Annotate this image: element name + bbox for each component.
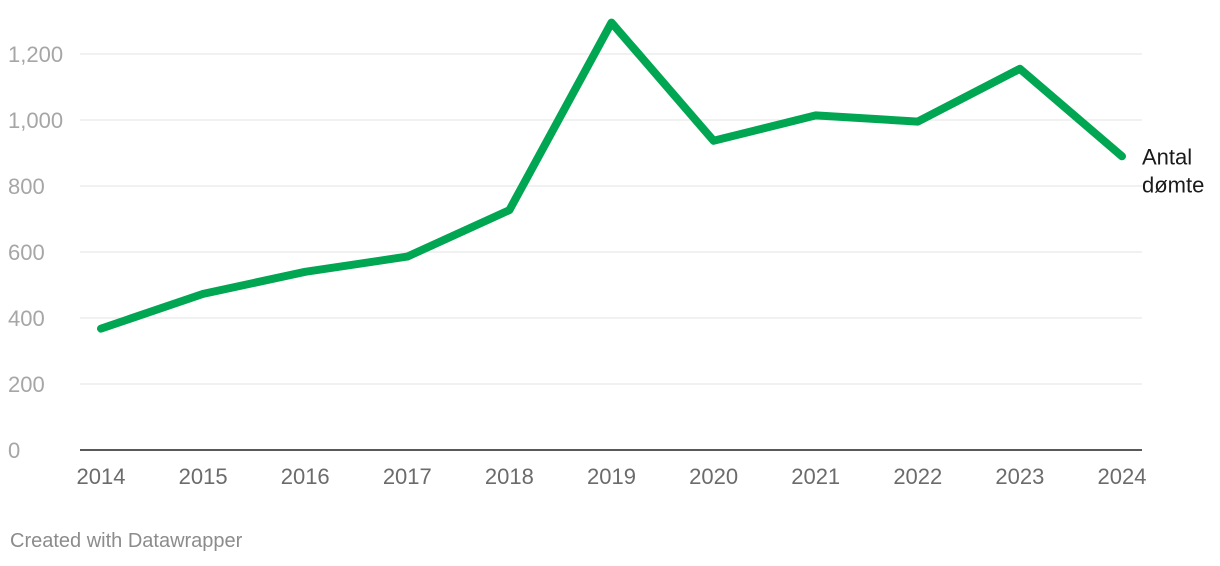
x-tick-label-2024: 2024 (1098, 464, 1147, 489)
y-tick-label-400: 400 (8, 306, 45, 331)
x-tick-label-2016: 2016 (281, 464, 330, 489)
y-tick-label-600: 600 (8, 240, 45, 265)
x-tick-label-2015: 2015 (179, 464, 228, 489)
x-axis-tick-labels: 2014 2015 2016 2017 2018 2019 2020 2021 2022 2023… (77, 464, 1147, 489)
series-line-0 (97, 18, 1126, 333)
y-tick-label-200: 200 (8, 372, 45, 397)
series-lines (97, 18, 1126, 333)
x-tick-label-2020: 2020 (689, 464, 738, 489)
y-axis-tick-labels: 0 200 400 600 800 1,000 1,200 (8, 42, 63, 463)
x-tick-label-2014: 2014 (77, 464, 126, 489)
y-tick-label-0: 0 (8, 438, 20, 463)
x-tick-label-2018: 2018 (485, 464, 534, 489)
series-label-0: Antal dømte (1142, 144, 1204, 197)
datawrapper-credit[interactable]: Created with Datawrapper (10, 530, 243, 552)
y-tick-label-1200: 1,200 (8, 42, 63, 67)
series-label-line-1: dømte (1142, 172, 1204, 197)
gridlines (80, 53, 1142, 451)
x-tick-label-2021: 2021 (791, 464, 840, 489)
y-tick-label-800: 800 (8, 174, 45, 199)
series-labels: Antal dømte (1142, 144, 1204, 197)
x-tick-label-2019: 2019 (587, 464, 636, 489)
x-tick-label-2017: 2017 (383, 464, 432, 489)
series-label-line-0: Antal (1142, 144, 1192, 169)
y-tick-label-1000: 1,000 (8, 108, 63, 133)
x-tick-label-2023: 2023 (995, 464, 1044, 489)
x-tick-label-2022: 2022 (893, 464, 942, 489)
